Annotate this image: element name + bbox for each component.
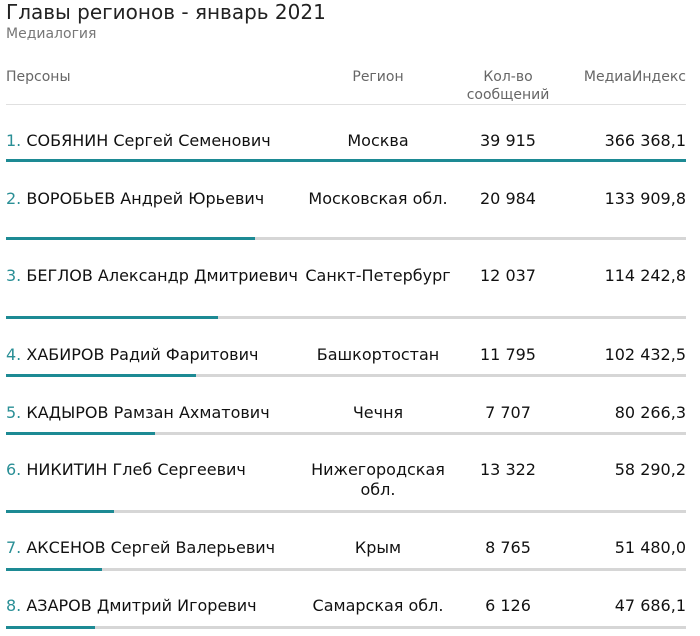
column-header-region: Регион xyxy=(352,69,404,85)
message-count-cell: 39 915 xyxy=(480,131,536,150)
media-index-bar xyxy=(6,374,196,377)
person-cell: 4. ХАБИРОВ Радий Фаритович xyxy=(6,345,258,365)
person-cell: 3. БЕГЛОВ Александр Дмитриевич xyxy=(6,266,298,286)
media-index-cell: 102 432,5 xyxy=(604,345,686,364)
page-subtitle: Медиалогия xyxy=(6,26,97,42)
person-cell: 5. КАДЫРОВ Рамзан Ахматович xyxy=(6,403,270,423)
message-count-cell: 6 126 xyxy=(485,596,531,615)
message-count-cell: 7 707 xyxy=(485,403,531,422)
person-cell: 6. НИКИТИН Глеб Сергеевич xyxy=(6,460,246,480)
media-index-bar xyxy=(6,159,686,162)
person-name: ВОРОБЬЕВ Андрей Юрьевич xyxy=(26,189,265,208)
column-header-media-index: МедиаИндекс xyxy=(583,69,686,85)
media-index-cell: 47 686,1 xyxy=(614,596,686,615)
header-divider xyxy=(6,104,686,105)
region-cell: Башкортостан xyxy=(316,345,440,364)
region-cell: Москва xyxy=(347,131,409,150)
rank-number: 6. xyxy=(6,460,22,479)
column-header-count-line2: сообщений xyxy=(466,87,550,103)
message-count-cell: 13 322 xyxy=(480,460,536,479)
column-header-count: Кол-во сообщений xyxy=(456,68,560,104)
message-count-cell: 8 765 xyxy=(485,538,531,557)
rank-number: 2. xyxy=(6,189,22,208)
media-index-cell: 51 480,0 xyxy=(614,538,686,557)
media-index-bar-track xyxy=(6,510,686,513)
media-index-cell: 366 368,1 xyxy=(604,131,686,150)
media-index-bar xyxy=(6,316,218,319)
media-index-bar xyxy=(6,626,95,629)
person-name: НИКИТИН Глеб Сергеевич xyxy=(26,460,246,479)
message-count-cell: 11 795 xyxy=(480,345,536,364)
media-index-bar xyxy=(6,432,155,435)
rank-number: 8. xyxy=(6,596,22,615)
media-index-cell: 133 909,8 xyxy=(604,189,686,208)
person-cell: 2. ВОРОБЬЕВ Андрей Юрьевич xyxy=(6,189,264,209)
media-index-bar xyxy=(6,568,102,571)
region-cell: Московская обл. xyxy=(308,189,448,208)
media-index-bar xyxy=(6,510,114,513)
person-name: АЗАРОВ Дмитрий Игоревич xyxy=(26,596,257,615)
message-count-cell: 20 984 xyxy=(480,189,536,208)
media-index-bar-track xyxy=(6,626,686,629)
media-index-bar-track xyxy=(6,159,686,162)
rank-number: 3. xyxy=(6,266,22,285)
page-title: Главы регионов - январь 2021 xyxy=(6,0,326,24)
person-name: БЕГЛОВ Александр Дмитриевич xyxy=(26,266,298,285)
person-name: АКСЕНОВ Сергей Валерьевич xyxy=(26,538,276,557)
media-index-cell: 80 266,3 xyxy=(614,403,686,422)
region-cell: Санкт-Петербург xyxy=(305,266,451,285)
rank-number: 1. xyxy=(6,131,22,150)
column-header-person: Персоны xyxy=(6,69,71,85)
person-name: СОБЯНИН Сергей Семенович xyxy=(26,131,271,150)
rank-number: 5. xyxy=(6,403,22,422)
column-header-count-line1: Кол-во xyxy=(483,69,533,85)
media-index-bar-track xyxy=(6,237,686,240)
message-count-cell: 12 037 xyxy=(480,266,536,285)
media-index-bar-track xyxy=(6,316,686,319)
region-cell: Чечня xyxy=(352,403,404,422)
person-cell: 7. АКСЕНОВ Сергей Валерьевич xyxy=(6,538,275,558)
media-index-cell: 114 242,8 xyxy=(604,266,686,285)
media-index-bar-track xyxy=(6,374,686,377)
media-index-bar-track xyxy=(6,432,686,435)
rank-number: 7. xyxy=(6,538,22,557)
rank-number: 4. xyxy=(6,345,22,364)
person-cell: 8. АЗАРОВ Дмитрий Игоревич xyxy=(6,596,257,616)
media-index-bar xyxy=(6,237,255,240)
region-cell: Крым xyxy=(354,538,402,557)
person-name: ХАБИРОВ Радий Фаритович xyxy=(26,345,259,364)
media-index-bar-track xyxy=(6,568,686,571)
region-cell: Самарская обл. xyxy=(312,596,444,615)
person-cell: 1. СОБЯНИН Сергей Семенович xyxy=(6,131,271,151)
media-index-cell: 58 290,2 xyxy=(614,460,686,479)
region-cell: Нижегородская обл. xyxy=(311,460,445,499)
person-name: КАДЫРОВ Рамзан Ахматович xyxy=(26,403,270,422)
